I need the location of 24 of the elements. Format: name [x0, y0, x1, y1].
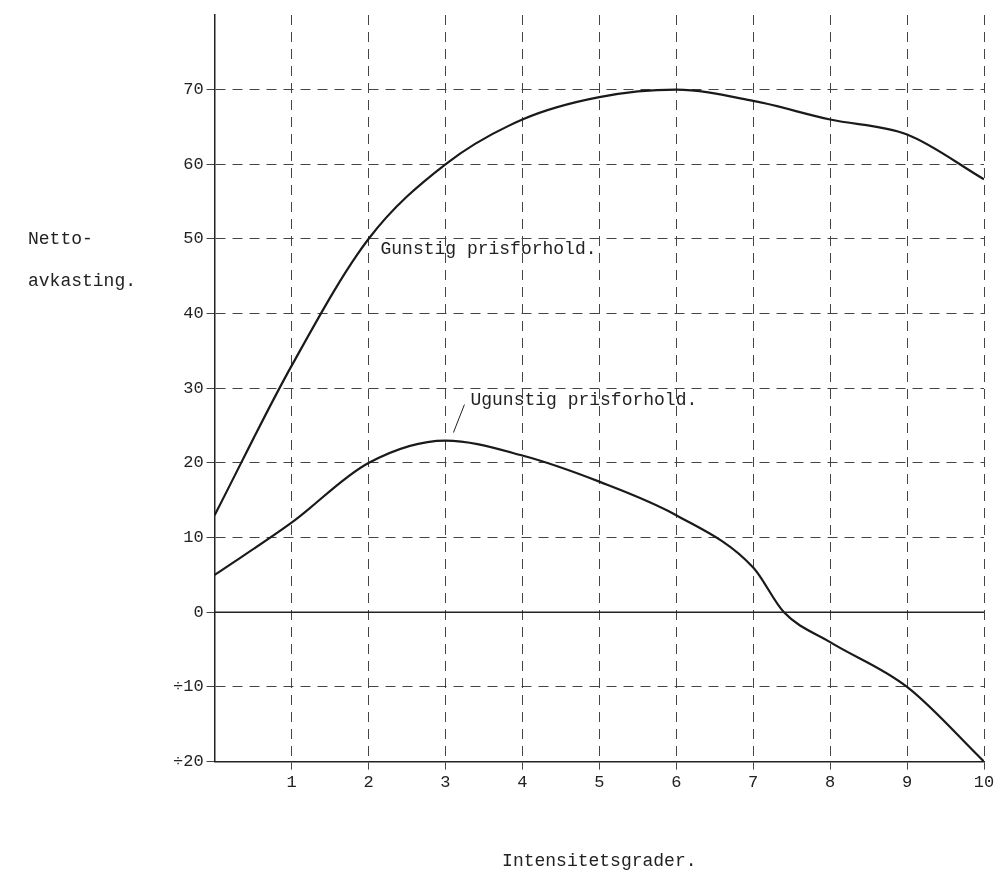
x-tick-label: 5	[594, 773, 605, 793]
y-tick-label: 10	[183, 528, 204, 548]
x-tick-label: 6	[671, 773, 682, 793]
x-tick-label: 4	[517, 773, 528, 793]
x-tick-label: 7	[748, 773, 759, 793]
y-tick-label: 30	[183, 378, 204, 398]
x-tick-label: 2	[363, 773, 374, 793]
x-tick-label: 9	[901, 773, 913, 793]
x-axis-title: Intensitetsgrader.	[502, 851, 697, 872]
series-label: Ugunstig prisforhold.	[470, 390, 698, 411]
y-tick-label: 50	[183, 229, 204, 249]
y-tick-label: 40	[183, 304, 204, 324]
y-tick-label: 60	[183, 154, 204, 174]
y-tick-label: ÷10	[173, 677, 204, 697]
text: Netto- avkasting.	[28, 228, 137, 291]
x-tick-label: 1	[286, 773, 297, 793]
series-label: Gunstig prisforhold.	[380, 238, 597, 259]
x-tick-label: 8	[825, 773, 836, 793]
y-tick-label: ÷20	[173, 752, 204, 772]
y-tick-label: 20	[183, 453, 204, 473]
y-tick-label: 0	[193, 602, 204, 622]
x-tick-label: 10	[973, 773, 995, 793]
x-tick-label: 3	[440, 773, 451, 793]
y-tick-label: 70	[183, 80, 204, 100]
